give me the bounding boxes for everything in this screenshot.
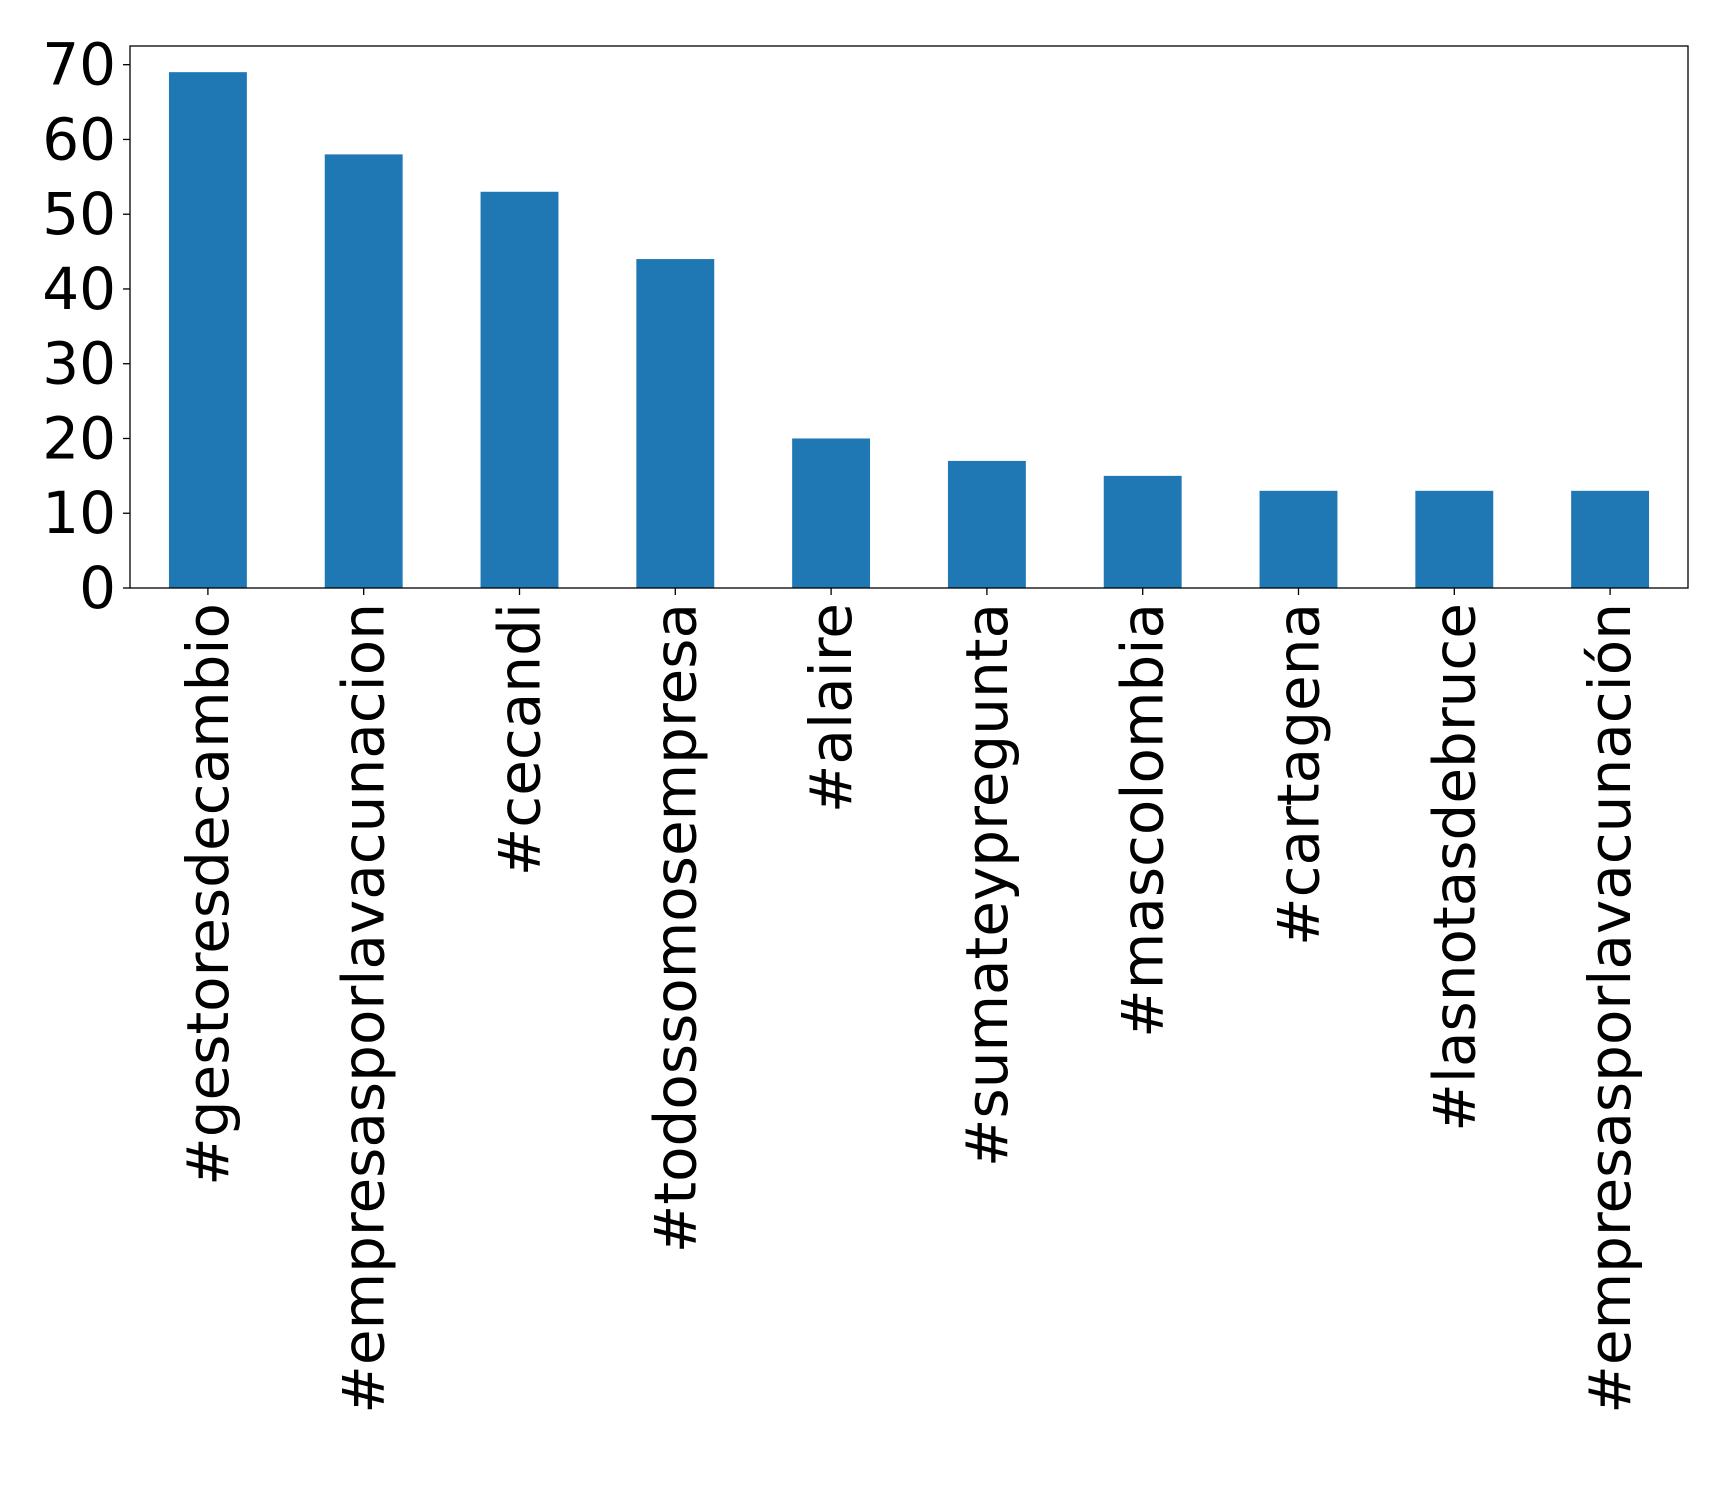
x-tick-label: #todossomosempresa: [641, 603, 709, 1253]
x-tick-label: #sumateypregunta: [953, 603, 1021, 1167]
x-tick-label: #gestoresdecambio: [174, 603, 242, 1186]
bar-cecandi: [480, 191, 559, 589]
bars-group: [168, 72, 1650, 589]
bar-mascolombia: [1103, 475, 1182, 588]
x-tick-label: #alaire: [797, 603, 865, 813]
x-tick-label: #cecandi: [486, 603, 554, 876]
x-tick-label: #cartagena: [1265, 603, 1333, 946]
plot-frame: [129, 45, 1689, 589]
y-tick-label: 40: [42, 255, 116, 323]
bar-empresasporlavacunacion: [324, 154, 403, 588]
x-tick-label: #empresasporlavacunación: [1576, 603, 1644, 1414]
y-tick-label: 50: [42, 180, 116, 248]
x-tick-label: #lasnotasdebruce: [1420, 603, 1488, 1132]
y-tick-label: 30: [42, 330, 116, 398]
y-tick-label: 70: [42, 31, 116, 99]
bar-todossomosempresa: [636, 259, 715, 588]
y-tick-label: 0: [79, 554, 116, 622]
x-axis: #gestoresdecambio #empresasporlavacunacio…: [174, 588, 1644, 1414]
bar-empresasporlavacunación: [1571, 490, 1650, 588]
y-tick-label: 10: [42, 479, 116, 547]
x-tick-label: #mascolombia: [1109, 603, 1177, 1038]
y-tick-label: 60: [42, 105, 116, 173]
bar-sumateypregunta: [947, 460, 1026, 588]
bar-lasnotasdebruce: [1415, 490, 1494, 588]
bar-cartagena: [1259, 490, 1338, 588]
bar-gestoresdecambio: [168, 72, 247, 588]
y-tick-label: 20: [42, 404, 116, 472]
bar-alaire: [792, 438, 871, 588]
x-tick-label: #empresasporlavacunacion: [330, 603, 398, 1414]
